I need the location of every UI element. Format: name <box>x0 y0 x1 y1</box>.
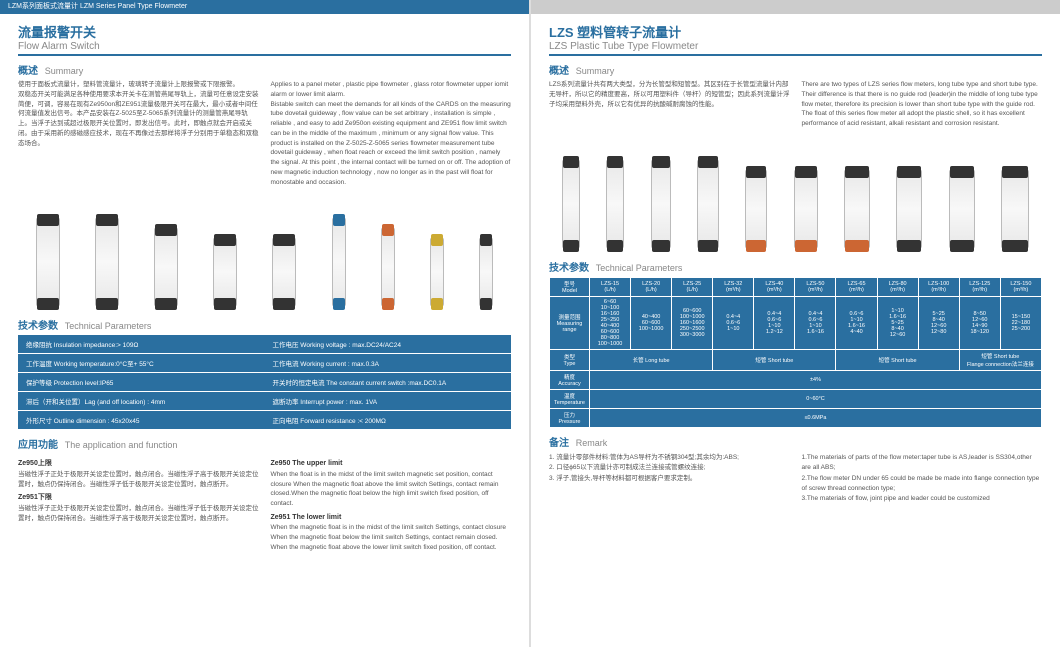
product-image <box>430 237 444 307</box>
func-title: Ze950 The upper limit <box>271 459 512 470</box>
left-products <box>18 197 511 307</box>
left-page: LZM系列面板式流量计 LZM Series Panel Type Flowme… <box>0 0 529 647</box>
product-image <box>332 217 346 307</box>
func-title: Ze951 The lower limit <box>271 513 512 524</box>
left-func: Ze950上限 当磁性浮子正处于极限开关设定位置时，触点闭合。当磁性浮子高于极限… <box>18 455 511 552</box>
product-image <box>381 227 395 307</box>
left-summary-h: 概述 Summary <box>18 62 511 77</box>
product-image <box>844 169 870 249</box>
product-image <box>651 159 671 249</box>
summary-en: Applies to a panel meter , plastic pipe … <box>271 80 512 187</box>
product-image <box>154 227 178 307</box>
remark-en: 1.The materials of parts of the flow met… <box>802 453 1043 505</box>
product-image <box>1001 169 1029 249</box>
table-row: 工作温度 Working temperature:0°C至+ 55°C工作电流 … <box>18 354 511 373</box>
product-image <box>272 237 296 307</box>
table-row: 类型Type 长管 Long tube 短管 Short tube 短管 Sho… <box>550 349 1042 370</box>
right-title-cn: LZS 塑料管转子流量计 <box>549 25 681 40</box>
table-row: 外形尺寸 Outline dimension : 45x20x45正向电阻 Fo… <box>18 411 511 430</box>
summary-cn: 使用于面板式流量计，塑料管流量计，玻璃转子流量计上限报警或下限报警。 双稳态开关… <box>18 80 259 187</box>
summary-en: There are two types of LZS series flow m… <box>802 80 1043 129</box>
right-topbar <box>531 0 1060 14</box>
table-row: 保护等级 Protection level:IP65开关时的恒定电流 The c… <box>18 373 511 392</box>
left-params-h: 技术参数 Technical Parameters <box>18 317 511 332</box>
right-page: LZS 塑料管转子流量计 LZS Plastic Tube Type Flowm… <box>531 0 1060 647</box>
product-image <box>562 159 580 249</box>
product-image <box>36 217 60 307</box>
right-params-h: 技术参数 Technical Parameters <box>549 259 1042 274</box>
right-summary: LZS系列流量计共有两大类型，分为长管型和短管型。其区别在于长管型流量计内部无导… <box>549 80 1042 129</box>
left-title-en: Flow Alarm Switch <box>18 41 511 56</box>
right-remark: 1. 流量计零部件材料:管体为AS导杆为不锈钢304型;其余均为:ABS; 2.… <box>549 453 1042 505</box>
left-title-cn: 流量报警开关 <box>18 25 96 40</box>
product-image <box>896 169 922 249</box>
left-params-table: 绝缘阻抗 Insulation impedance:> 109Ω工作电压 Wor… <box>18 335 511 430</box>
right-remark-h: 备注 Remark <box>549 434 1042 449</box>
func-title: Ze951下限 <box>18 493 259 504</box>
table-row: 精度Accuracy ±4% <box>550 370 1042 389</box>
table-row: 测量范围Measuring range 6~60 10~100 16~160 2… <box>550 296 1042 349</box>
product-image <box>697 159 719 249</box>
table-row: 滞后（开和关位置）Lag (and off location) : 4mm遮断功… <box>18 392 511 411</box>
func-title: Ze950上限 <box>18 459 259 470</box>
product-image <box>949 169 975 249</box>
table-row: 型号Model LZS-15 (L/h) LZS-20 (L/h) LZS-25… <box>550 277 1042 296</box>
product-image <box>479 237 493 307</box>
left-func-h: 应用功能 The application and function <box>18 436 511 451</box>
right-title-en: LZS Plastic Tube Type Flowmeter <box>549 41 1042 56</box>
product-image <box>745 169 767 249</box>
remark-cn: 1. 流量计零部件材料:管体为AS导杆为不锈钢304型;其余均为:ABS; 2.… <box>549 453 790 505</box>
right-products <box>549 139 1042 249</box>
table-row: 压力Pressure ≤0.6MPa <box>550 408 1042 427</box>
left-title: 流量报警开关 Flow Alarm Switch <box>18 22 511 56</box>
left-summary: 使用于面板式流量计，塑料管流量计，玻璃转子流量计上限报警或下限报警。 双稳态开关… <box>18 80 511 187</box>
table-row: 温度Temperature 0~60°C <box>550 389 1042 408</box>
product-image <box>213 237 237 307</box>
summary-cn: LZS系列流量计共有两大类型，分为长管型和短管型。其区别在于长管型流量计内部无导… <box>549 80 790 129</box>
right-summary-h: 概述 Summary <box>549 62 1042 77</box>
left-topbar: LZM系列面板式流量计 LZM Series Panel Type Flowme… <box>0 0 529 14</box>
table-row: 绝缘阻抗 Insulation impedance:> 109Ω工作电压 Wor… <box>18 335 511 354</box>
right-params-table: 型号Model LZS-15 (L/h) LZS-20 (L/h) LZS-25… <box>549 277 1042 428</box>
product-image <box>95 217 119 307</box>
product-image <box>794 169 818 249</box>
product-image <box>606 159 624 249</box>
right-title: LZS 塑料管转子流量计 LZS Plastic Tube Type Flowm… <box>549 22 1042 56</box>
